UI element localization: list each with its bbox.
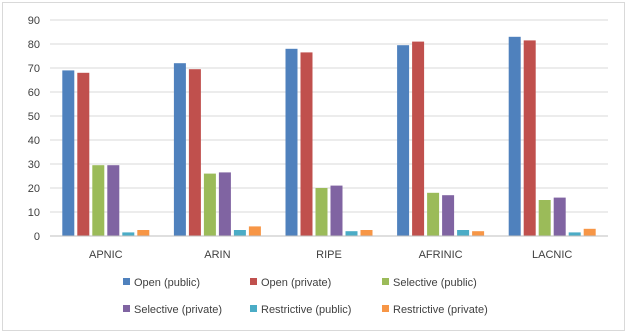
bar-afrinic-selective-private <box>442 195 455 236</box>
bar-arin-open-public <box>173 63 186 237</box>
bar-ripe-open-private <box>300 52 313 237</box>
bar-lacnic-selective-public <box>538 200 551 236</box>
y-tick-label-80: 80 <box>28 39 40 51</box>
gridlines <box>50 19 608 213</box>
x-tick-label-apnic: APNIC <box>89 249 123 261</box>
y-tick-label-20: 20 <box>28 183 40 195</box>
bar-apnic-open-private <box>77 72 90 236</box>
bar-ripe-restrictive-public <box>345 231 358 236</box>
bar-arin-selective-private <box>218 172 231 236</box>
bar-afrinic-restrictive-public <box>457 230 470 236</box>
legend-item-open-private: Open (private) <box>250 277 331 289</box>
bar-lacnic-open-public <box>508 36 521 236</box>
bar-lacnic-restrictive-public <box>568 232 581 236</box>
bars <box>62 36 596 237</box>
y-tick-label-50: 50 <box>28 111 40 123</box>
legend-swatch-restrictive-public <box>250 305 257 312</box>
bar-afrinic-selective-public <box>427 192 440 236</box>
bar-arin-selective-public <box>203 173 216 236</box>
bar-lacnic-open-private <box>523 40 536 237</box>
legend-swatch-open-private <box>250 278 257 285</box>
y-tick-label-70: 70 <box>28 63 40 75</box>
legend-item-restrictive-private: Restrictive (private) <box>382 304 488 316</box>
legend-item-selective-private: Selective (private) <box>123 304 222 316</box>
bar-afrinic-open-private <box>412 41 425 236</box>
legend-label-restrictive-private: Restrictive (private) <box>393 304 488 316</box>
bar-arin-open-private <box>188 69 201 236</box>
x-tick-label-afrinic: AFRINIC <box>419 249 463 261</box>
legend: Open (public) Open (private) Selective (pu… <box>123 277 488 316</box>
legend-item-restrictive-public: Restrictive (public) <box>250 304 351 316</box>
y-axis-tick-labels: 0 10 20 30 40 50 60 70 80 90 <box>28 15 40 243</box>
bar-ripe-selective-public <box>315 188 328 236</box>
bar-chart: 0 10 20 30 40 50 60 70 80 90 APNIC ARIN RIPE AFRINIC… <box>28 15 608 316</box>
bar-apnic-restrictive-public <box>122 232 135 236</box>
bar-afrinic-restrictive-private <box>472 231 485 236</box>
legend-swatch-selective-private <box>123 305 130 312</box>
bar-arin-restrictive-private <box>248 226 261 236</box>
legend-swatch-restrictive-private <box>382 305 389 312</box>
y-tick-label-90: 90 <box>28 15 40 27</box>
bar-apnic-selective-public <box>92 165 105 236</box>
bar-apnic-restrictive-private <box>137 230 150 236</box>
legend-label-open-private: Open (private) <box>261 277 331 289</box>
bar-apnic-selective-private <box>107 165 120 236</box>
y-tick-label-0: 0 <box>34 231 40 243</box>
bar-afrinic-open-public <box>397 45 410 237</box>
bar-arin-restrictive-public <box>233 230 246 236</box>
y-tick-label-40: 40 <box>28 135 40 147</box>
y-tick-label-10: 10 <box>28 207 40 219</box>
legend-item-open-public: Open (public) <box>123 277 200 289</box>
bar-ripe-open-public <box>285 48 298 236</box>
legend-swatch-selective-public <box>382 278 389 285</box>
legend-label-open-public: Open (public) <box>134 277 200 289</box>
legend-label-selective-private: Selective (private) <box>134 304 222 316</box>
legend-item-selective-public: Selective (public) <box>382 277 477 289</box>
y-tick-label-30: 30 <box>28 159 40 171</box>
legend-swatch-open-public <box>123 278 130 285</box>
legend-label-selective-public: Selective (public) <box>393 277 477 289</box>
bar-ripe-selective-private <box>330 185 343 236</box>
x-tick-label-ripe: RIPE <box>316 249 342 261</box>
chart-frame: 0 10 20 30 40 50 60 70 80 90 APNIC ARIN RIPE AFRINIC… <box>2 2 625 331</box>
x-axis-category-labels: APNIC ARIN RIPE AFRINIC LACNIC <box>89 249 572 261</box>
bar-lacnic-selective-private <box>553 197 566 236</box>
legend-label-restrictive-public: Restrictive (public) <box>261 304 351 316</box>
y-tick-label-60: 60 <box>28 87 40 99</box>
x-tick-label-lacnic: LACNIC <box>532 249 572 261</box>
bar-ripe-restrictive-private <box>360 230 373 236</box>
bar-lacnic-restrictive-private <box>583 228 596 236</box>
bar-apnic-open-public <box>62 70 75 237</box>
x-tick-label-arin: ARIN <box>204 249 230 261</box>
